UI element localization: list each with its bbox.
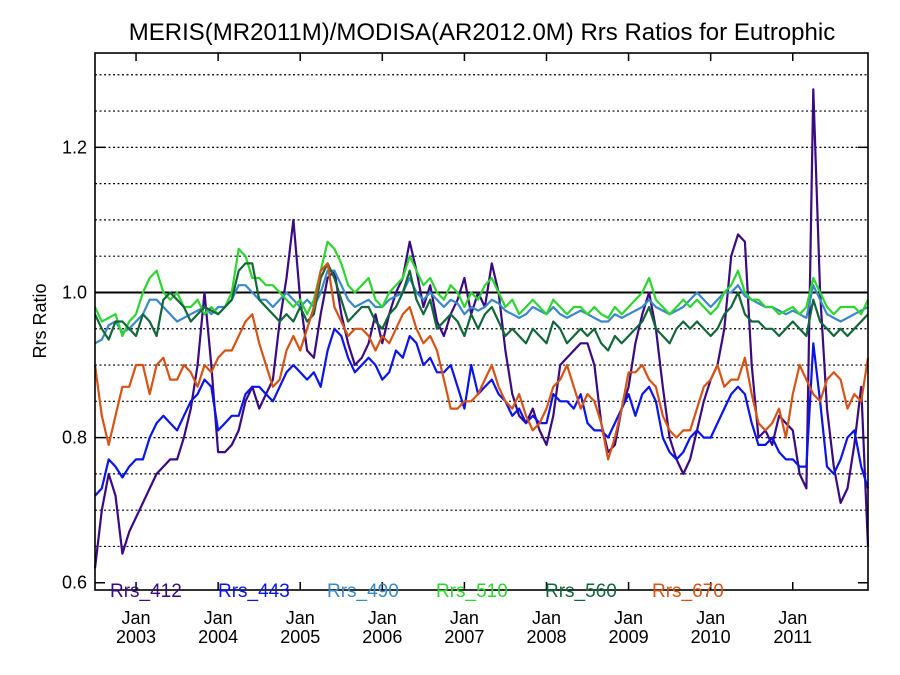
x-tick-label-month: Jan bbox=[696, 608, 725, 628]
y-tick-label: 1.2 bbox=[62, 137, 87, 157]
x-tick-label-month: Jan bbox=[778, 608, 807, 628]
legend-item-rrs-670: Rrs_670 bbox=[652, 581, 724, 602]
x-tick-label-year: 2009 bbox=[609, 627, 649, 647]
chart-title: MERIS(MR2011M)/MODISA(AR2012.0M) Rrs Rat… bbox=[129, 19, 835, 46]
axis-layer: 0.60.81.01.2Jan2003Jan2004Jan2005Jan2006… bbox=[62, 53, 868, 647]
x-tick-label-month: Jan bbox=[204, 608, 233, 628]
x-tick-label-month: Jan bbox=[286, 608, 315, 628]
series-layer bbox=[93, 88, 870, 569]
x-tick-label-month: Jan bbox=[450, 608, 479, 628]
x-tick-label-month: Jan bbox=[368, 608, 397, 628]
x-tick-label-year: 2007 bbox=[444, 627, 484, 647]
y-tick-label: 0.6 bbox=[62, 573, 87, 593]
x-tick-label-year: 2008 bbox=[526, 627, 566, 647]
x-tick-label-year: 2005 bbox=[280, 627, 320, 647]
x-tick-label-year: 2003 bbox=[116, 627, 156, 647]
x-tick-label-year: 2010 bbox=[691, 627, 731, 647]
y-tick-label: 1.0 bbox=[62, 282, 87, 302]
series-line-rrs-670 bbox=[93, 262, 870, 461]
y-axis-label: Rrs Ratio bbox=[30, 283, 50, 358]
x-tick-label-year: 2011 bbox=[773, 627, 812, 647]
x-tick-label-year: 2006 bbox=[362, 627, 402, 647]
x-tick-label-month: Jan bbox=[122, 608, 151, 628]
x-tick-label-year: 2004 bbox=[198, 627, 238, 647]
series-line-rrs-412 bbox=[93, 88, 870, 569]
grid-layer bbox=[95, 74, 868, 548]
y-tick-label: 0.8 bbox=[62, 428, 87, 448]
x-tick-label-month: Jan bbox=[532, 608, 561, 628]
x-tick-label-month: Jan bbox=[614, 608, 643, 628]
legend-item-rrs-412: Rrs_412 bbox=[110, 581, 182, 602]
legend-item-rrs-490: Rrs_490 bbox=[327, 581, 399, 602]
legend-item-rrs-560: Rrs_560 bbox=[545, 581, 617, 602]
legend-item-rrs-443: Rrs_443 bbox=[218, 581, 290, 602]
legend-item-rrs-510: Rrs_510 bbox=[436, 581, 508, 602]
series-line-rrs-443 bbox=[94, 327, 870, 497]
series-line-rrs-560 bbox=[94, 262, 869, 352]
legend: Rrs_412 Rrs_443 Rrs_490 Rrs_510 Rrs_560 Rrs_6… bbox=[110, 581, 724, 602]
plot-frame bbox=[94, 52, 869, 591]
